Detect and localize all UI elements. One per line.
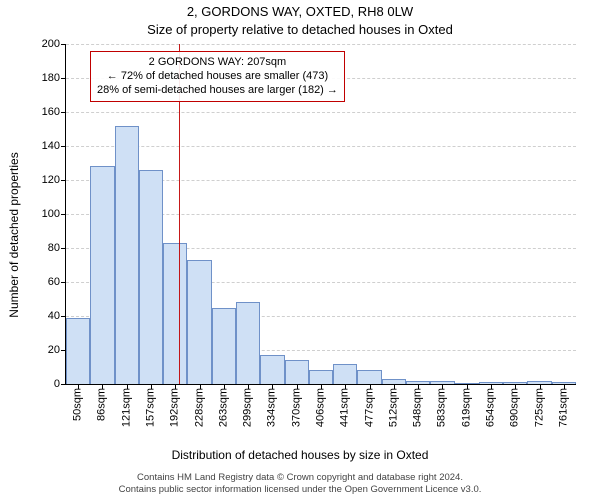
x-tick-label: 192sqm — [169, 388, 181, 427]
x-tick-label: 406sqm — [315, 388, 327, 427]
histogram-bar — [285, 360, 309, 384]
x-axis-label: Distribution of detached houses by size … — [0, 448, 600, 462]
y-tick-label: 160 — [42, 106, 60, 118]
x-tick-label: 441sqm — [339, 388, 351, 427]
histogram-bar — [212, 308, 236, 385]
grid-line — [66, 146, 576, 147]
x-tick-label: 228sqm — [193, 388, 205, 427]
y-tick-mark — [61, 248, 66, 249]
y-tick-label: 80 — [48, 242, 60, 254]
grid-line — [66, 44, 576, 45]
callout-box: 2 GORDONS WAY: 207sqm ← 72% of detached … — [90, 51, 345, 102]
callout-line-3: 28% of semi-detached houses are larger (… — [97, 84, 338, 98]
x-tick-label: 548sqm — [412, 388, 424, 427]
y-tick-label: 120 — [42, 174, 60, 186]
x-tick-label: 619sqm — [460, 388, 472, 427]
chart-title-address: 2, GORDONS WAY, OXTED, RH8 0LW — [0, 4, 600, 19]
histogram-bar — [260, 355, 284, 384]
y-axis-label: Number of detached properties — [7, 152, 21, 317]
x-tick-label: 263sqm — [217, 388, 229, 427]
y-tick-label: 20 — [48, 344, 60, 356]
y-tick-label: 100 — [42, 208, 60, 220]
grid-line — [66, 112, 576, 113]
histogram-bar — [333, 364, 357, 384]
histogram-bar — [357, 370, 381, 384]
y-tick-mark — [61, 78, 66, 79]
y-tick-mark — [61, 384, 66, 385]
y-tick-mark — [61, 112, 66, 113]
y-tick-label: 140 — [42, 140, 60, 152]
histogram-bar — [309, 370, 333, 384]
callout-line-1: 2 GORDONS WAY: 207sqm — [97, 56, 338, 70]
x-tick-label: 512sqm — [387, 388, 399, 427]
attribution-text: Contains HM Land Registry data © Crown c… — [0, 472, 600, 496]
histogram-bar — [139, 170, 163, 384]
x-tick-label: 690sqm — [509, 388, 521, 427]
y-tick-label: 40 — [48, 310, 60, 322]
x-tick-label: 121sqm — [120, 388, 132, 427]
histogram-bar — [90, 166, 114, 384]
y-tick-label: 200 — [42, 38, 60, 50]
x-tick-label: 477sqm — [363, 388, 375, 427]
x-tick-label: 725sqm — [533, 388, 545, 427]
y-tick-label: 0 — [54, 378, 60, 390]
y-tick-mark — [61, 214, 66, 215]
x-tick-label: 654sqm — [485, 388, 497, 427]
x-tick-label: 86sqm — [96, 388, 108, 421]
x-tick-label: 370sqm — [290, 388, 302, 427]
x-tick-label: 157sqm — [145, 388, 157, 427]
attribution-line-2: Contains public sector information licen… — [0, 484, 600, 496]
histogram-bar — [163, 243, 187, 384]
x-tick-label: 299sqm — [242, 388, 254, 427]
x-tick-label: 761sqm — [557, 388, 569, 427]
x-tick-label: 583sqm — [436, 388, 448, 427]
y-tick-label: 60 — [48, 276, 60, 288]
histogram-bar — [115, 126, 139, 384]
y-tick-mark — [61, 282, 66, 283]
x-tick-label: 50sqm — [72, 388, 84, 421]
y-tick-mark — [61, 180, 66, 181]
x-tick-label: 334sqm — [266, 388, 278, 427]
callout-line-2: ← 72% of detached houses are smaller (47… — [97, 70, 338, 84]
histogram-bar — [66, 318, 90, 384]
y-tick-label: 180 — [42, 72, 60, 84]
histogram-bar — [236, 302, 260, 384]
y-tick-mark — [61, 146, 66, 147]
y-tick-mark — [61, 44, 66, 45]
histogram-bar — [187, 260, 211, 384]
attribution-line-1: Contains HM Land Registry data © Crown c… — [0, 472, 600, 484]
chart-title-desc: Size of property relative to detached ho… — [0, 22, 600, 37]
